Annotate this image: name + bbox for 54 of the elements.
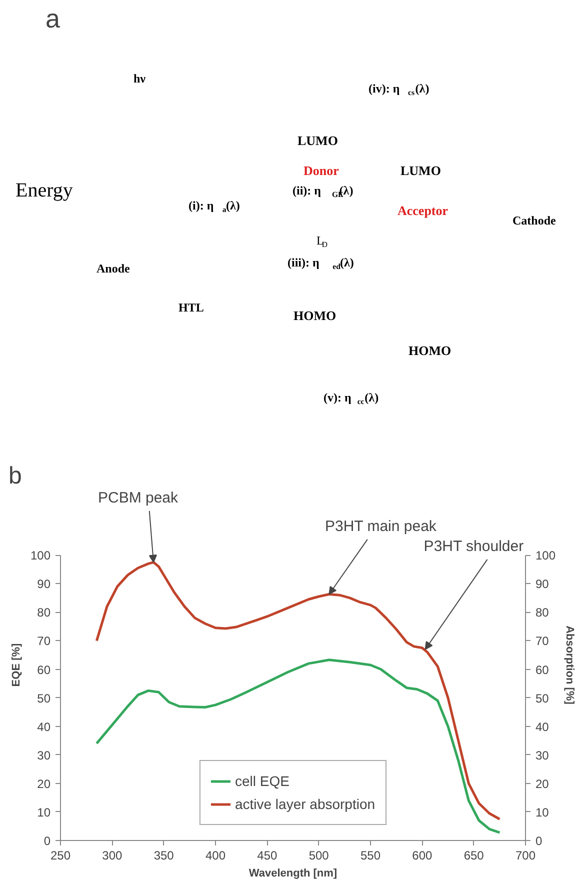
text: HOMO [294,308,336,323]
y-tick-label: 40 [37,720,51,734]
x-tick-label: 250 [50,848,71,862]
x-tick-label: 700 [515,848,536,862]
y-tick-label: 60 [37,662,51,677]
text: a [46,4,60,34]
y-tick-label: 100 [30,548,51,563]
x-tick-label: 650 [464,848,484,862]
y2-tick-label: 30 [536,748,550,762]
annotation: PCBM peak [98,490,179,507]
y2-tick-label: 70 [536,634,550,648]
legend-label: cell EQE [234,773,290,789]
y2-tick-label: 80 [536,606,550,620]
text: Donor [304,163,340,178]
text: HOMO [408,343,452,358]
x-axis-title: Wavelength [nm] [248,868,338,880]
y2-axis-title: Absorption [%] [564,626,576,705]
text: Anode [96,262,131,276]
annotation: P3HT shoulder [424,538,524,556]
y-tick-label: 70 [37,634,51,648]
y-tick-label: 80 [37,606,51,620]
chart-title: b [8,462,22,490]
x-tick-label: 600 [412,848,433,862]
y-axis-title: EQE [%] [10,642,22,687]
text: HTL [178,300,204,314]
text: Acceptor [398,203,448,218]
legend-label: active layer absorption [234,796,376,812]
text: hν [134,72,146,86]
y2-tick-label: 0 [536,834,542,848]
y-tick-label: 50 [37,691,51,706]
y2-tick-label: 50 [536,691,550,706]
y-tick-label: 90 [37,577,51,592]
y2-tick-label: 60 [536,662,550,677]
text: Energy [16,180,73,202]
text: Cathode [512,214,557,228]
y-tick-label: 30 [37,748,51,762]
y2-tick-label: 90 [536,577,550,592]
y-tick-label: 20 [37,776,51,791]
y-tick-label: 0 [44,834,51,848]
x-tick-label: 350 [154,848,174,862]
x-tick-label: 500 [308,848,330,862]
y-tick-label: 10 [37,805,51,820]
text: LUMO [298,133,338,148]
y2-tick-label: 20 [536,776,550,791]
text: LUMO [400,163,441,178]
x-tick-label: 300 [102,848,123,862]
line-series [95,658,501,834]
y2-tick-label: 40 [536,720,550,734]
x-tick-label: 400 [205,848,226,862]
y2-tick-label: 100 [536,548,556,563]
x-tick-label: 550 [360,848,381,862]
y2-tick-label: 10 [536,805,550,820]
x-tick-label: 450 [257,848,278,862]
annotation: P3HT main peak [324,518,437,536]
